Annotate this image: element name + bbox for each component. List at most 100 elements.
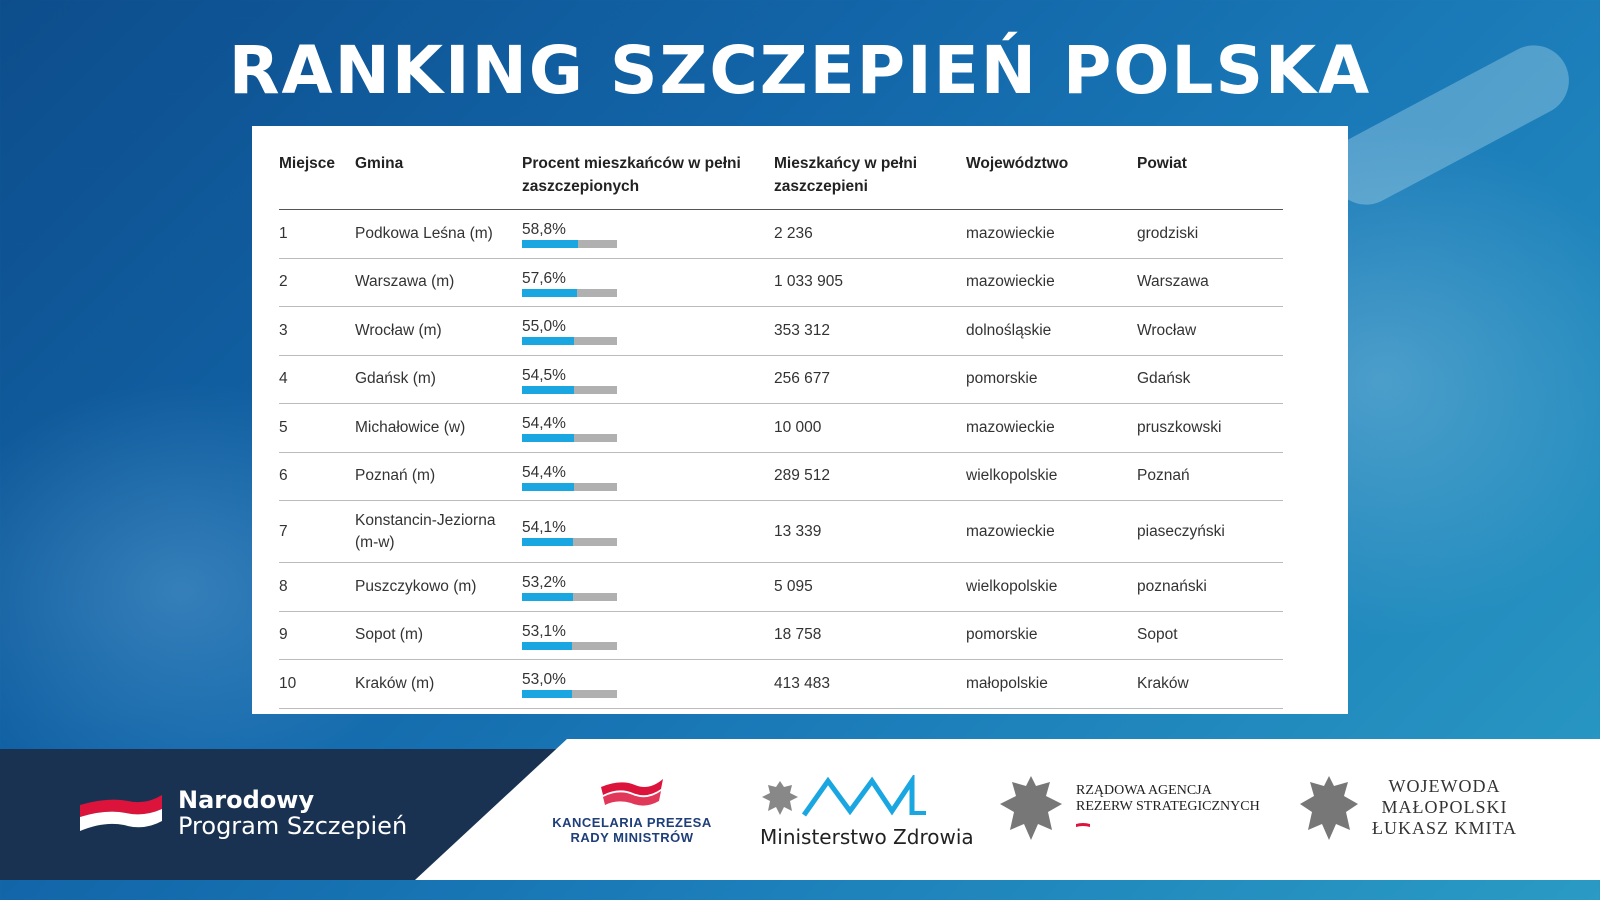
cell-wojewodztwo: mazowieckie bbox=[966, 209, 1137, 259]
cell-powiat: piaseczyński bbox=[1137, 500, 1283, 563]
cell-mieszkancy: 1 033 905 bbox=[774, 258, 966, 307]
cell-powiat: Wrocław bbox=[1137, 306, 1283, 356]
percent-label: 53,0% bbox=[522, 671, 566, 689]
cell-miejsce: 1 bbox=[279, 209, 355, 259]
percent-label: 53,1% bbox=[522, 622, 566, 640]
eagle-emblem-icon bbox=[1000, 776, 1062, 840]
cell-powiat: Poznań bbox=[1137, 452, 1283, 501]
cell-miejsce: 7 bbox=[279, 500, 355, 563]
percent-label: 54,1% bbox=[522, 519, 566, 536]
wojewoda-line1: WOJEWODA bbox=[1388, 775, 1501, 796]
cell-powiat: pruszkowski bbox=[1137, 403, 1283, 453]
header-miejsce: Miejsce bbox=[279, 140, 355, 210]
page-title: RANKING SZCZEPIEŃ POLSKA bbox=[228, 32, 1372, 109]
cell-mieszkancy: 18 758 bbox=[774, 611, 966, 660]
percent-bar bbox=[522, 538, 617, 546]
cell-powiat: Gdańsk bbox=[1137, 355, 1283, 404]
cell-mieszkancy: 413 483 bbox=[774, 659, 966, 709]
percent-bar-fill bbox=[522, 593, 573, 602]
table-row: 7 Konstancin-Jeziorna (m-w) 54,1% 13 339 maz… bbox=[279, 500, 1283, 563]
cell-miejsce: 6 bbox=[279, 452, 355, 501]
percent-label: 54,4% bbox=[522, 463, 566, 481]
cell-miejsce: 10 bbox=[279, 659, 355, 709]
percent-bar bbox=[522, 690, 617, 699]
cell-wojewodztwo: mazowieckie bbox=[966, 258, 1137, 307]
percent-bar-fill bbox=[522, 482, 574, 491]
nps-subtitle: Program Szczepień bbox=[178, 812, 408, 840]
cell-wojewodztwo: dolnośląskie bbox=[966, 306, 1137, 356]
rars-line2: REZERW STRATEGICZNYCH bbox=[1076, 798, 1260, 814]
percent-bar-fill bbox=[522, 641, 573, 650]
rars-logo: RZĄDOWA AGENCJA REZERW STRATEGICZNYCH bbox=[996, 770, 1260, 846]
percent-bar-fill bbox=[522, 538, 574, 546]
percent-bar bbox=[522, 240, 617, 249]
percent-bar bbox=[522, 482, 617, 491]
cell-mieszkancy: 5 095 bbox=[774, 562, 966, 612]
cell-procent: 53,2% bbox=[522, 562, 774, 612]
mz-logo: Ministerstwo Zdrowia bbox=[760, 775, 974, 849]
cell-procent: 53,1% bbox=[522, 611, 774, 660]
cell-gmina: Warszawa (m) bbox=[355, 258, 522, 307]
cell-procent: 54,4% bbox=[522, 403, 774, 453]
nps-logo: Narodowy Program Szczepień bbox=[78, 787, 407, 839]
percent-bar bbox=[522, 337, 617, 346]
cell-mieszkancy: 10 000 bbox=[774, 403, 966, 453]
percent-bar-fill bbox=[522, 434, 574, 443]
cell-powiat: Sopot bbox=[1137, 611, 1283, 660]
percent-label: 53,2% bbox=[522, 574, 566, 592]
table-row: 1 Podkowa Leśna (m) 58,8% 2 236 mazowieckie g… bbox=[279, 209, 1283, 259]
cell-wojewodztwo: mazowieckie bbox=[966, 500, 1137, 563]
header-powiat: Powiat bbox=[1137, 140, 1283, 210]
percent-label: 58,8% bbox=[522, 221, 566, 239]
header-wojewodztwo: Województwo bbox=[966, 140, 1137, 210]
cell-miejsce: 9 bbox=[279, 611, 355, 660]
cell-procent: 57,6% bbox=[522, 258, 774, 307]
cell-gmina: Puszczykowo (m) bbox=[355, 562, 522, 612]
cell-gmina: Podkowa Leśna (m) bbox=[355, 209, 522, 259]
cell-miejsce: 3 bbox=[279, 306, 355, 356]
table-row: 9 Sopot (m) 53,1% 18 758 pomorskie Sopot bbox=[279, 611, 1283, 660]
ranking-table-panel: Miejsce Gmina Procent mieszkańców w pełn… bbox=[252, 126, 1348, 714]
cell-mieszkancy: 353 312 bbox=[774, 306, 966, 356]
eagle-emblem-icon bbox=[1300, 776, 1358, 840]
table-row: 5 Michałowice (w) 54,4% 10 000 mazowieckie pr… bbox=[279, 403, 1283, 453]
cell-wojewodztwo: mazowieckie bbox=[966, 403, 1137, 453]
cell-gmina: Gdańsk (m) bbox=[355, 355, 522, 404]
kprm-flag-icon bbox=[601, 779, 663, 806]
table-row: 4 Gdańsk (m) 54,5% 256 677 pomorskie Gdańsk bbox=[279, 355, 1283, 404]
table-row: 8 Puszczykowo (m) 53,2% 5 095 wielkopolskie p… bbox=[279, 562, 1283, 612]
percent-label: 54,4% bbox=[522, 415, 566, 433]
percent-bar bbox=[522, 434, 617, 443]
table-row: 6 Poznań (m) 54,4% 289 512 wielkopolskie Pozn… bbox=[279, 452, 1283, 501]
percent-label: 57,6% bbox=[522, 269, 566, 287]
cell-powiat: Warszawa bbox=[1137, 258, 1283, 307]
kprm-line2: RADY MINISTRÓW bbox=[570, 830, 694, 845]
cell-wojewodztwo: wielkopolskie bbox=[966, 562, 1137, 612]
ranking-table: Miejsce Gmina Procent mieszkańców w pełn… bbox=[279, 140, 1283, 709]
cell-gmina: Kraków (m) bbox=[355, 659, 522, 709]
percent-bar-fill bbox=[522, 288, 577, 297]
percent-bar bbox=[522, 593, 617, 602]
table-row: 3 Wrocław (m) 55,0% 353 312 dolnośląskie Wroc… bbox=[279, 306, 1283, 356]
cell-wojewodztwo: małopolskie bbox=[966, 659, 1137, 709]
cell-miejsce: 2 bbox=[279, 258, 355, 307]
cell-gmina: Michałowice (w) bbox=[355, 403, 522, 453]
header-gmina: Gmina bbox=[355, 140, 522, 210]
cell-wojewodztwo: pomorskie bbox=[966, 355, 1137, 404]
mz-wave-logo-icon bbox=[801, 775, 926, 817]
cell-mieszkancy: 289 512 bbox=[774, 452, 966, 501]
cell-procent: 53,0% bbox=[522, 659, 774, 709]
cell-procent: 54,5% bbox=[522, 355, 774, 404]
rars-line1: RZĄDOWA AGENCJA bbox=[1076, 782, 1212, 798]
cell-miejsce: 8 bbox=[279, 562, 355, 612]
footer-logos-band bbox=[415, 739, 1600, 880]
table-row: 2 Warszawa (m) 57,6% 1 033 905 mazowieckie Wa… bbox=[279, 258, 1283, 307]
table-row: 10 Kraków (m) 53,0% 413 483 małopolskie Krakó… bbox=[279, 659, 1283, 709]
percent-bar-fill bbox=[522, 690, 573, 699]
percent-bar bbox=[522, 641, 617, 650]
cell-gmina: Konstancin-Jeziorna (m-w) bbox=[355, 500, 522, 563]
nps-title: Narodowy bbox=[178, 786, 315, 814]
cell-wojewodztwo: wielkopolskie bbox=[966, 452, 1137, 501]
cell-gmina: Wrocław (m) bbox=[355, 306, 522, 356]
wojewoda-logo: WOJEWODA MAŁOPOLSKI ŁUKASZ KMITA bbox=[1296, 770, 1517, 844]
